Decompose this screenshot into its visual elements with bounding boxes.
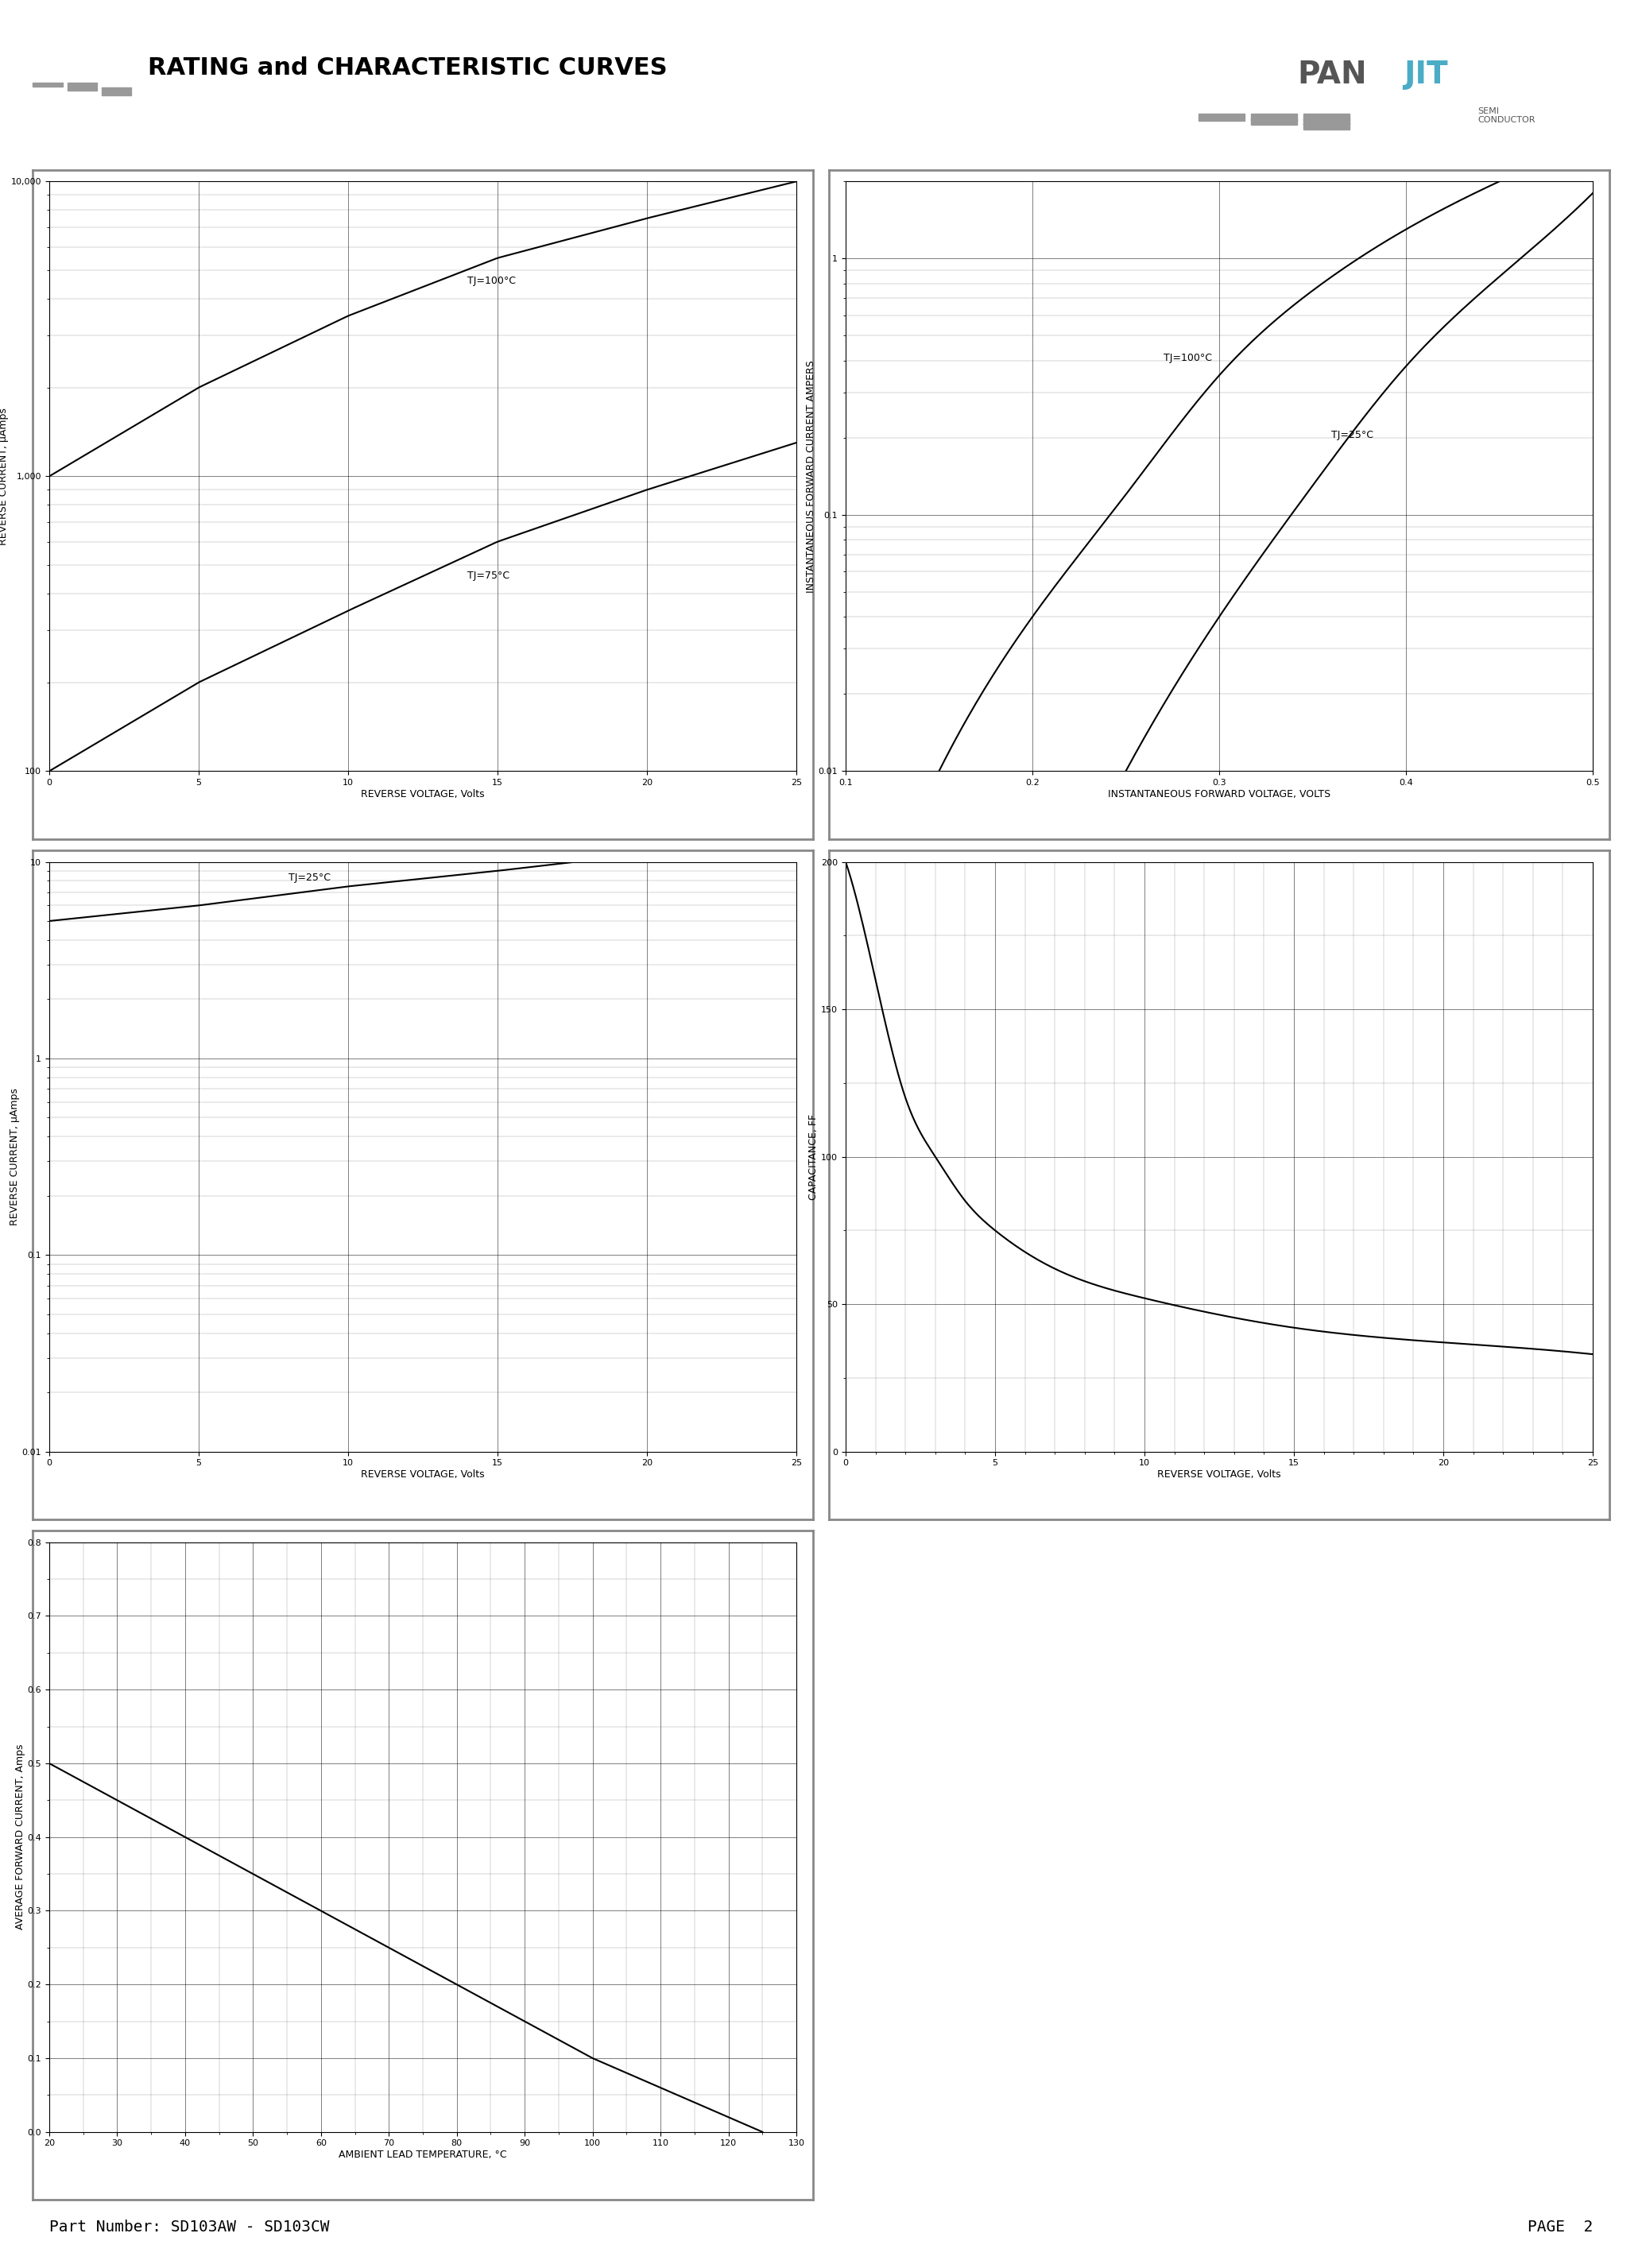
Bar xyxy=(102,91,131,95)
X-axis label: REVERSE VOLTAGE, Volts: REVERSE VOLTAGE, Volts xyxy=(361,789,484,798)
Bar xyxy=(102,86,131,91)
Text: CURRENT DERATING: CURRENT DERATING xyxy=(342,2164,504,2180)
Y-axis label: AVERAGE FORWARD CURRENT, Amps: AVERAGE FORWARD CURRENT, Amps xyxy=(15,1744,25,1930)
Bar xyxy=(1199,113,1245,120)
Bar xyxy=(67,84,97,86)
Text: Part Number: SD103AW - SD103CW: Part Number: SD103AW - SD103CW xyxy=(49,2220,330,2234)
Bar xyxy=(1251,113,1297,120)
Bar xyxy=(67,86,97,91)
Y-axis label: REVERSE CURRENT, μAmps: REVERSE CURRENT, μAmps xyxy=(0,408,8,544)
Text: PAGE  2: PAGE 2 xyxy=(1527,2220,1593,2234)
X-axis label: REVERSE VOLTAGE, Volts: REVERSE VOLTAGE, Volts xyxy=(361,1470,484,1479)
Y-axis label: CAPACITANCE, FF: CAPACITANCE, FF xyxy=(808,1114,819,1200)
Text: TJ=100°C: TJ=100°C xyxy=(1163,352,1212,363)
Y-axis label: INSTANTANEOUS FORWARD CURRENT AMPERS: INSTANTANEOUS FORWARD CURRENT AMPERS xyxy=(806,361,816,592)
Text: TYPICAL REVERSE CURRENT: TYPICAL REVERSE CURRENT xyxy=(310,803,535,819)
Text: TJ=75°C: TJ=75°C xyxy=(468,572,511,581)
Text: TJ=25°C: TJ=25°C xyxy=(1332,429,1373,440)
X-axis label: REVERSE VOLTAGE, Volts: REVERSE VOLTAGE, Volts xyxy=(1158,1470,1281,1479)
X-axis label: INSTANTANEOUS FORWARD VOLTAGE, VOLTS: INSTANTANEOUS FORWARD VOLTAGE, VOLTS xyxy=(1108,789,1330,798)
Bar xyxy=(1251,118,1297,125)
Y-axis label: REVERSE CURRENT, μAmps: REVERSE CURRENT, μAmps xyxy=(10,1089,20,1225)
Text: JIT: JIT xyxy=(1404,59,1448,91)
Bar xyxy=(33,84,62,86)
Text: TYPICAL FORWARD VOLTAGE: TYPICAL FORWARD VOLTAGE xyxy=(1105,803,1333,819)
Text: TJ=25°C: TJ=25°C xyxy=(289,873,330,882)
Text: TYPICAL REVERSE CURRENT: TYPICAL REVERSE CURRENT xyxy=(310,1483,535,1499)
Text: TYPICAL JUNCTION CAPACITANCE: TYPICAL JUNCTION CAPACITANCE xyxy=(1087,1483,1351,1499)
Text: SEMI
CONDUCTOR: SEMI CONDUCTOR xyxy=(1478,107,1535,125)
Text: PAN: PAN xyxy=(1297,59,1366,91)
Bar xyxy=(1304,118,1350,125)
Bar xyxy=(1304,122,1350,129)
Text: RATING and CHARACTERISTIC CURVES: RATING and CHARACTERISTIC CURVES xyxy=(148,57,667,79)
X-axis label: AMBIENT LEAD TEMPERATURE, °C: AMBIENT LEAD TEMPERATURE, °C xyxy=(338,2150,507,2159)
Bar xyxy=(1304,113,1350,120)
Text: TJ=100°C: TJ=100°C xyxy=(468,277,516,286)
